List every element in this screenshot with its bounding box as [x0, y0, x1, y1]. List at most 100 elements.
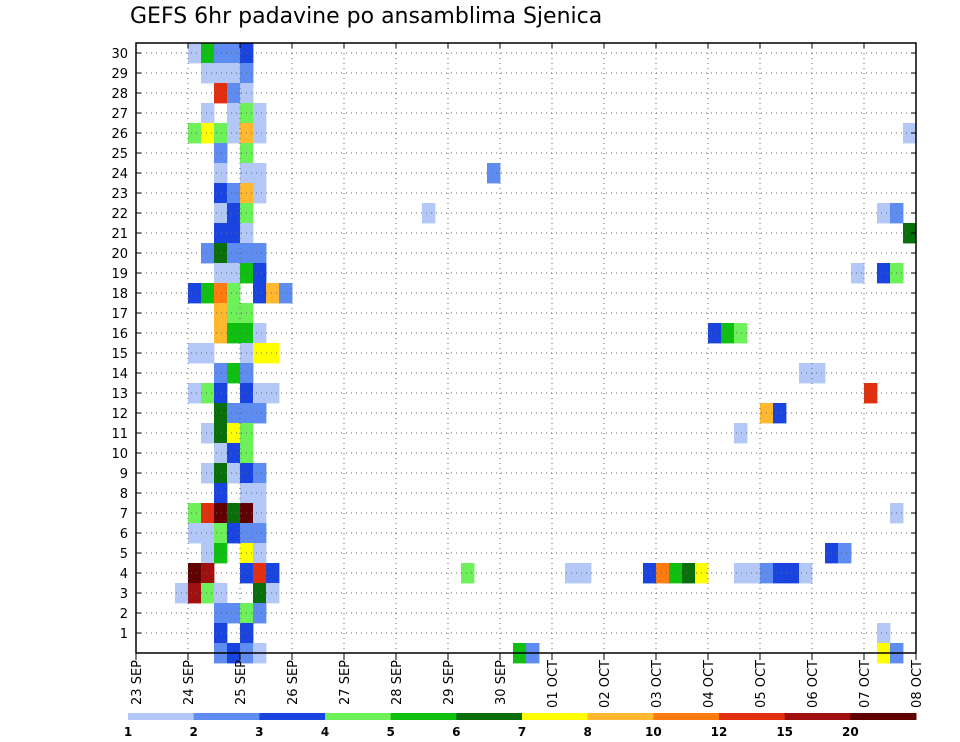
- legend-swatch: [522, 713, 589, 720]
- y-tick-label: 13: [111, 387, 128, 402]
- legend-swatch: [325, 713, 392, 720]
- heatmap-cell: [227, 63, 241, 84]
- legend-label: 20: [842, 725, 859, 739]
- legend-label: 2: [189, 725, 197, 739]
- heatmap-cell: [201, 283, 215, 304]
- heatmap-cell: [201, 463, 215, 484]
- legend-swatch: [193, 713, 260, 720]
- heatmap-cell: [799, 563, 813, 584]
- y-tick-label: 25: [111, 147, 128, 162]
- heatmap-cell: [656, 563, 670, 584]
- x-tick-label: 25 SEP: [234, 660, 249, 705]
- legend-label: 12: [711, 725, 728, 739]
- heatmap-cell: [227, 323, 241, 344]
- y-tick-label: 27: [111, 107, 128, 122]
- heatmap-cell: [214, 263, 228, 284]
- heatmap-cell: [214, 623, 228, 644]
- y-tick-label: 28: [111, 87, 128, 102]
- heatmap-cell: [227, 203, 241, 224]
- y-tick-label: 30: [111, 47, 128, 62]
- y-tick-label: 17: [111, 307, 128, 322]
- heatmap-cell: [422, 203, 436, 224]
- heatmap-cell: [721, 323, 735, 344]
- heatmap-cell: [214, 543, 228, 564]
- legend-label: 7: [518, 725, 526, 739]
- heatmap-cell: [214, 363, 228, 384]
- heatmap-cell: [734, 323, 748, 344]
- y-tick-label: 22: [111, 207, 128, 222]
- heatmap-cell: [201, 103, 215, 124]
- heatmap-cell: [214, 483, 228, 504]
- heatmap-cell: [227, 503, 241, 524]
- heatmap-cell: [253, 283, 267, 304]
- heatmap-cell: [188, 583, 202, 604]
- legend-label: 10: [645, 725, 662, 739]
- legend-label: 4: [321, 725, 329, 739]
- heatmap-cell: [188, 343, 202, 364]
- x-tick-label: 04 OCT: [702, 660, 717, 708]
- x-tick-label: 03 OCT: [650, 660, 665, 708]
- heatmap-cell: [578, 563, 592, 584]
- x-tick-label: 30 SEP: [494, 660, 509, 705]
- grid-lines: [136, 43, 916, 653]
- heatmap-cell: [227, 123, 241, 144]
- legend-swatch: [390, 713, 457, 720]
- heatmap-cell: [214, 583, 228, 604]
- heatmap-cell: [227, 603, 241, 624]
- legend-swatch: [456, 713, 523, 720]
- heatmap-cell: [201, 503, 215, 524]
- heatmap-cell: [227, 423, 241, 444]
- heatmap-cell: [201, 63, 215, 84]
- heatmap-cell: [812, 363, 826, 384]
- heatmap-cell: [734, 423, 748, 444]
- x-tick-label: 01 OCT: [546, 660, 561, 708]
- x-tick-label: 08 OCT: [910, 660, 925, 708]
- x-axis: 23 SEP 24 SEP 25 SEP 26 SEP 27 SEP 28 SEP 29 S…: [130, 43, 925, 708]
- legend-label: 6: [452, 725, 460, 739]
- heatmap-cell: [227, 303, 241, 324]
- heatmap-cell: [188, 383, 202, 404]
- y-tick-label: 6: [120, 527, 128, 542]
- legend-label: 5: [386, 725, 394, 739]
- heatmap-cell: [253, 263, 267, 284]
- y-tick-label: 15: [111, 347, 128, 362]
- legend-label: 8: [583, 725, 591, 739]
- heatmap-cell: [903, 223, 917, 244]
- heatmap-cell: [227, 363, 241, 384]
- x-tick-label: 07 OCT: [858, 660, 873, 708]
- heatmap-cell: [201, 583, 215, 604]
- x-tick-label: 02 OCT: [598, 660, 613, 708]
- heatmap-cell: [214, 183, 228, 204]
- heatmap-cell: [227, 443, 241, 464]
- legend-swatch: [259, 713, 326, 720]
- heatmap-cell: [214, 603, 228, 624]
- legend-swatch: [653, 713, 720, 720]
- heatmap-cell: [201, 123, 215, 144]
- heatmap-cell: [643, 563, 657, 584]
- heatmap-cell: [214, 223, 228, 244]
- legend-label: 3: [255, 725, 263, 739]
- heatmap-cell: [214, 63, 228, 84]
- y-tick-label: 16: [111, 327, 128, 342]
- heatmap-cell: [201, 523, 215, 544]
- legend-label: 15: [776, 725, 793, 739]
- heatmap-cell: [877, 203, 891, 224]
- heatmap-cell: [227, 523, 241, 544]
- heatmap-cell: [201, 543, 215, 564]
- heatmap-cell: [214, 143, 228, 164]
- heatmap-cell: [279, 283, 293, 304]
- heatmap-cell: [253, 523, 267, 544]
- heatmap-cell: [838, 543, 852, 564]
- y-tick-label: 4: [120, 567, 128, 582]
- heatmap-cell: [214, 283, 228, 304]
- plot-frame: [135, 42, 917, 654]
- heatmap-cell: [227, 223, 241, 244]
- legend-swatch: [850, 713, 917, 720]
- heatmap-cell: [214, 503, 228, 524]
- heatmap-cell: [786, 563, 800, 584]
- heatmap-cell: [851, 263, 865, 284]
- heatmap-cell: [227, 83, 241, 104]
- heatmap-cell: [201, 383, 215, 404]
- y-tick-label: 21: [111, 227, 128, 242]
